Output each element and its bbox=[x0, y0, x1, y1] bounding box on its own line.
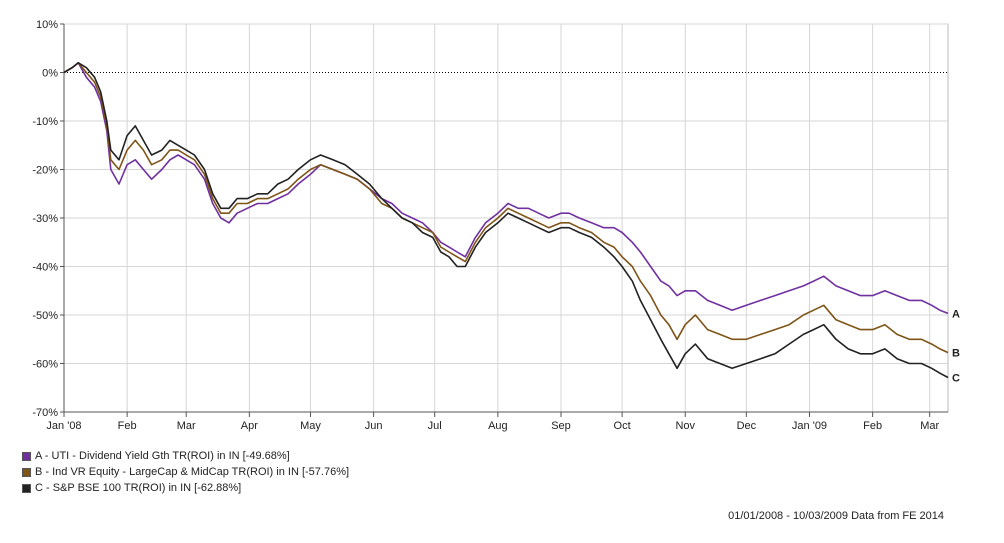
y-tick-label: -70% bbox=[32, 407, 58, 419]
x-tick-label: Jun bbox=[365, 420, 383, 432]
y-axis: 10% 0% -10% -20% -30% -40% -50% -60% -70% bbox=[32, 19, 65, 419]
x-tick-label: Apr bbox=[241, 420, 258, 432]
y-tick-label: -10% bbox=[32, 116, 58, 128]
x-tick-label: Sep bbox=[551, 420, 571, 432]
x-tick-label: May bbox=[300, 420, 321, 432]
series-line-c bbox=[63, 61, 949, 379]
end-labels: A BC bbox=[952, 308, 960, 384]
legend: A - UTI - Dividend Yield Gth TR(ROI) in … bbox=[22, 448, 349, 496]
y-tick-label: -30% bbox=[32, 213, 58, 225]
series-lines bbox=[63, 61, 949, 379]
y-tick-label: 0% bbox=[42, 68, 58, 80]
x-axis: Jan '08 Feb Mar Apr May Jun Jul Aug Sep Oct Nov Dec… bbox=[46, 411, 948, 432]
end-label-b: B bbox=[952, 348, 960, 360]
x-tick-label: Nov bbox=[675, 420, 695, 432]
x-tick-label: Jan '09 bbox=[792, 420, 827, 432]
legend-label-a: A - UTI - Dividend Yield Gth TR(ROI) in … bbox=[35, 450, 290, 462]
legend-label-b: B - Ind VR Equity - LargeCap & MidCap TR… bbox=[35, 466, 350, 478]
legend-swatch-a bbox=[22, 451, 31, 461]
end-label-c: C bbox=[952, 372, 960, 384]
legend-item-c: C - S&P BSE 100 TR(ROI) in IN [-62.88%] bbox=[22, 480, 349, 496]
x-tick-label: Mar bbox=[177, 420, 196, 432]
legend-item-a: A - UTI - Dividend Yield Gth TR(ROI) in … bbox=[22, 448, 349, 464]
x-tick-label: Feb bbox=[863, 420, 882, 432]
chart: 10% 0% -10% -20% -30% -40% -50% -60% -70% Jan '0… bbox=[32, 19, 960, 432]
legend-swatch-b bbox=[22, 467, 31, 477]
y-tick-label: -40% bbox=[32, 262, 58, 274]
data-source-footer: 01/01/2008 - 10/03/2009 Data from FE 201… bbox=[728, 510, 944, 522]
legend-swatch-c bbox=[22, 483, 31, 493]
x-tick-label: Jul bbox=[428, 420, 442, 432]
x-tick-label: Oct bbox=[614, 420, 631, 432]
x-tick-label: Feb bbox=[118, 420, 137, 432]
x-tick-label: Aug bbox=[488, 420, 508, 432]
end-label-a: A bbox=[952, 308, 960, 320]
grid bbox=[63, 23, 949, 413]
x-tick-label: Dec bbox=[737, 420, 757, 432]
y-tick-label: -20% bbox=[32, 165, 58, 177]
x-tick-label: Jan '08 bbox=[46, 420, 81, 432]
legend-item-b: B - Ind VR Equity - LargeCap & MidCap TR… bbox=[22, 464, 349, 480]
x-tick-label: Mar bbox=[920, 420, 939, 432]
series-line-b bbox=[63, 61, 949, 354]
y-tick-label: -60% bbox=[32, 359, 58, 371]
legend-label-c: C - S&P BSE 100 TR(ROI) in IN [-62.88%] bbox=[35, 482, 242, 494]
series-line-a bbox=[63, 61, 949, 315]
y-tick-label: 10% bbox=[36, 19, 58, 31]
y-tick-label: -50% bbox=[32, 310, 58, 322]
